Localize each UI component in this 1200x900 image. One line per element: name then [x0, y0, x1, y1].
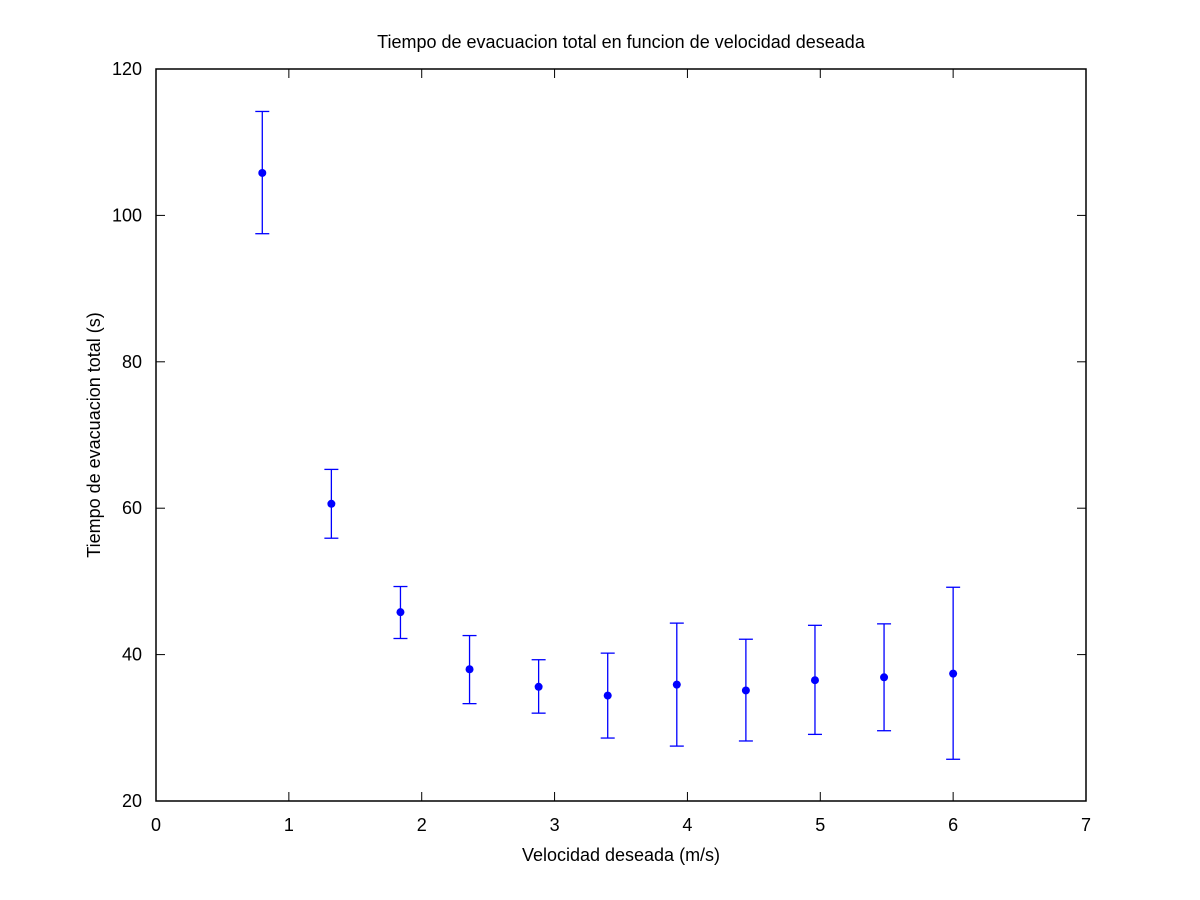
x-tick-label: 7	[1081, 815, 1091, 835]
x-tick-label: 5	[815, 815, 825, 835]
data-point	[810, 676, 819, 685]
data-point	[672, 680, 681, 689]
x-tick-label: 2	[417, 815, 427, 835]
plot-area-frame	[155, 68, 1087, 802]
x-tick-label: 4	[682, 815, 692, 835]
data-point	[534, 682, 543, 691]
axis-ticks: 0 1 2 3 4 5 6 7 20 40 60 80 100 120	[112, 59, 1091, 835]
data-point	[603, 691, 612, 700]
y-tick-label: 100	[112, 205, 142, 225]
data-point	[741, 686, 750, 695]
y-tick-label: 120	[112, 59, 142, 79]
data-point	[949, 669, 958, 678]
x-tick-label: 0	[151, 815, 161, 835]
data-marks	[255, 110, 961, 760]
data-point	[258, 168, 267, 177]
data-point-group	[393, 585, 408, 640]
y-tick-label: 80	[122, 352, 142, 372]
y-tick-label: 40	[122, 645, 142, 665]
data-point	[327, 499, 336, 508]
chart-title: Tiempo de evacuacion total en funcion de…	[377, 32, 866, 52]
data-point-group	[877, 623, 892, 732]
x-tick-label: 3	[550, 815, 560, 835]
y-tick-label: 60	[122, 498, 142, 518]
data-point-group	[946, 586, 961, 760]
data-point-group	[531, 659, 546, 714]
data-point-group	[600, 652, 615, 739]
data-point-group	[255, 110, 270, 235]
data-point-group	[738, 638, 753, 742]
y-axis-title: Tiempo de evacuacion total (s)	[84, 312, 104, 557]
y-tick-label: 20	[122, 791, 142, 811]
data-point	[465, 665, 474, 674]
x-tick-label: 1	[284, 815, 294, 835]
data-point-group	[807, 624, 822, 736]
data-point-group	[462, 634, 477, 705]
data-point	[880, 673, 889, 682]
data-point-group	[324, 468, 339, 539]
data-point	[396, 608, 405, 617]
x-axis-title: Velocidad deseada (m/s)	[522, 845, 720, 865]
x-tick-label: 6	[948, 815, 958, 835]
data-point-group	[669, 622, 684, 747]
